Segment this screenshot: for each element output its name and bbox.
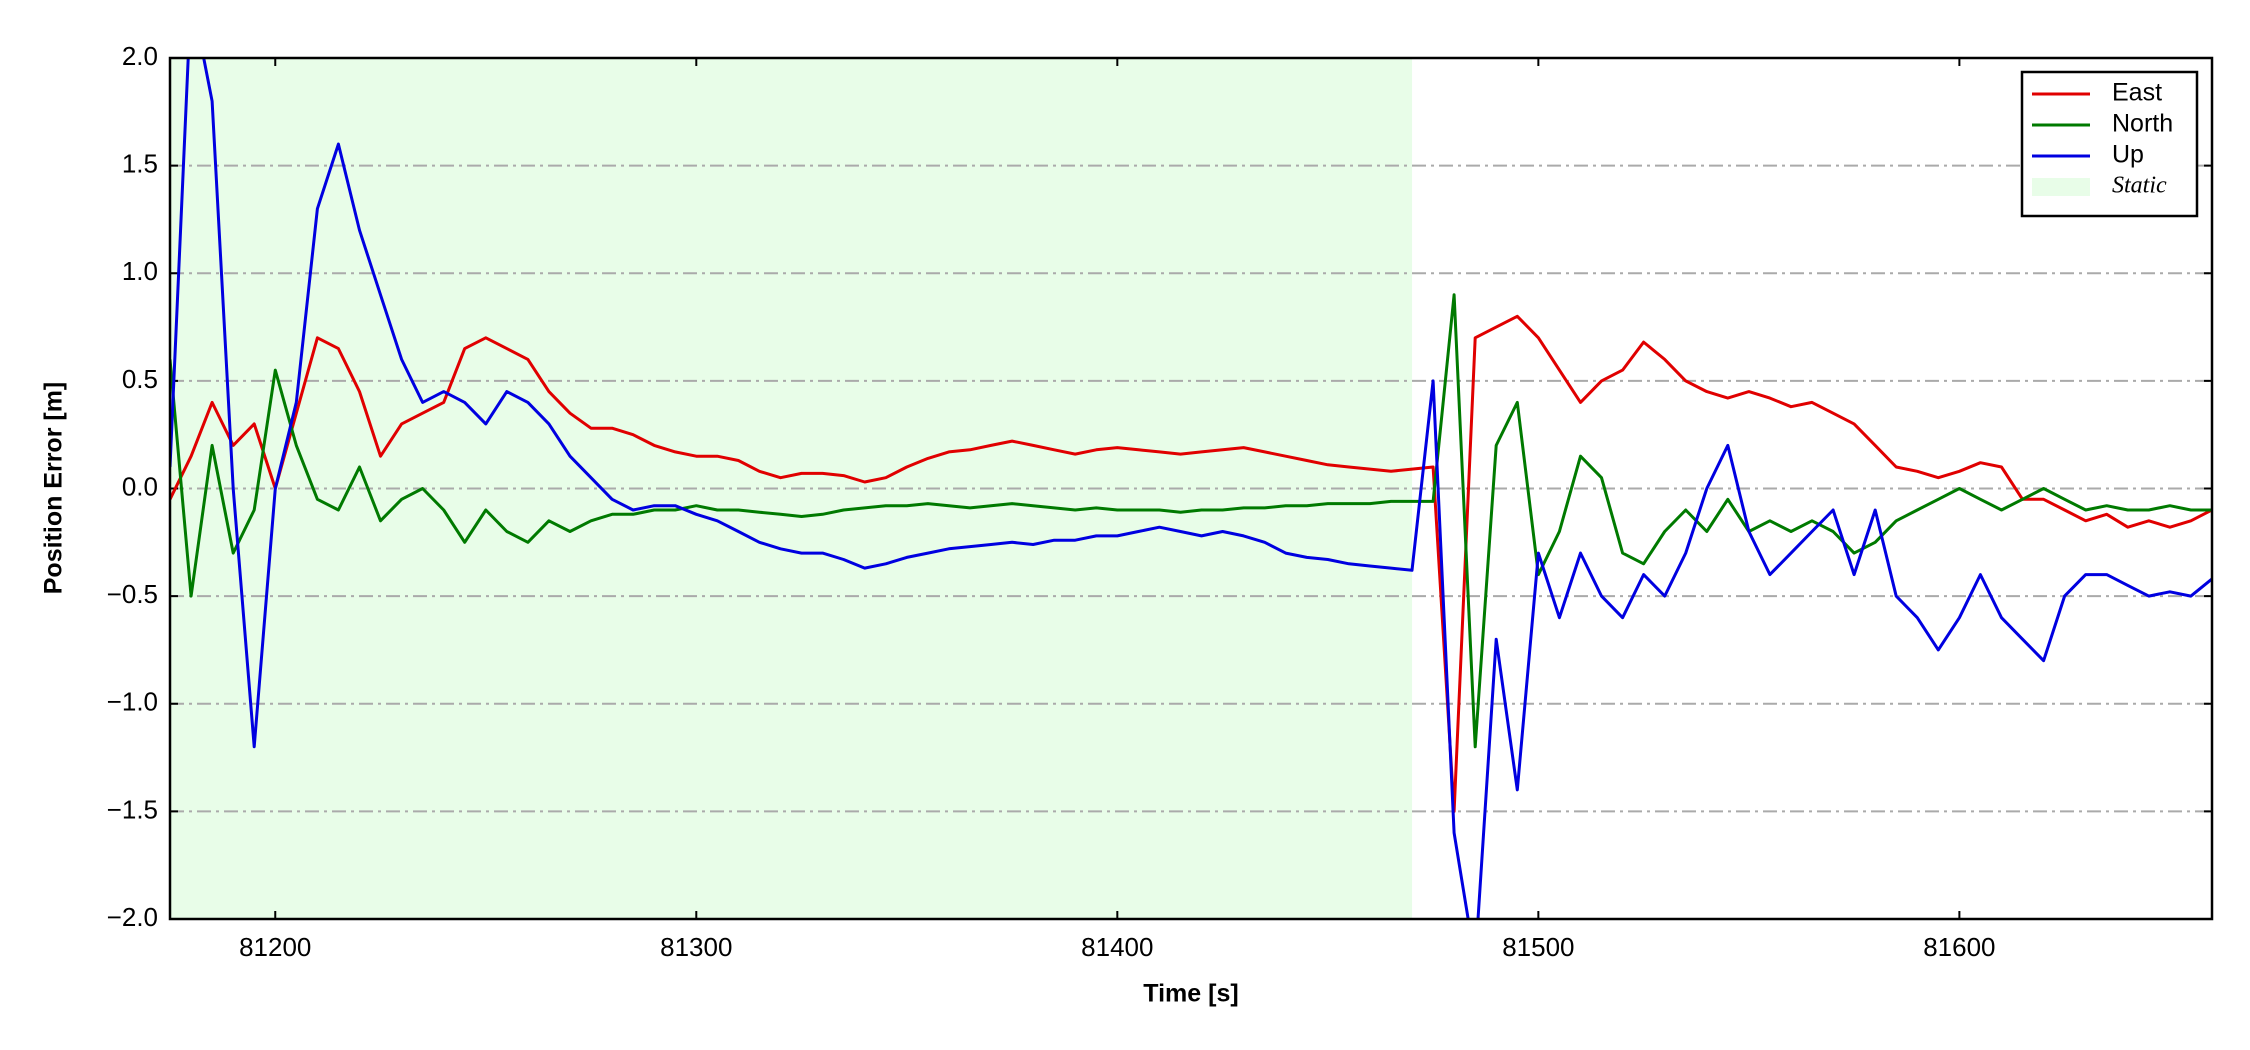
series-line (170, 314, 2212, 813)
y-axis-label: Position Error [m] (40, 382, 68, 595)
legend-label: Static (2112, 173, 2167, 199)
plot-lines (170, 58, 2212, 919)
y-tick-label: −2.0 (107, 902, 158, 932)
y-tick-label: −1.0 (107, 687, 158, 717)
y-tick-label: 0.5 (122, 364, 158, 394)
legend-swatch (2032, 178, 2090, 196)
plot-frame (168, 56, 2214, 921)
series-line (170, 293, 2212, 749)
legend-label: North (2112, 110, 2173, 138)
y-tick-label: −0.5 (107, 579, 158, 609)
legend-label: East (2112, 79, 2162, 107)
x-axis-label: Time [s] (1143, 980, 1238, 1008)
y-tick-label: 2.0 (122, 41, 158, 71)
y-tick-label: 1.5 (122, 149, 158, 179)
series-line (170, 58, 2212, 919)
y-tick-label: 0.0 (122, 471, 158, 501)
legend-label: Up (2112, 141, 2144, 169)
x-tick-label: 81300 (660, 932, 732, 962)
x-tick-label: 81600 (1923, 932, 1995, 962)
y-tick-label: −1.5 (107, 794, 158, 824)
x-tick-label: 81200 (239, 932, 311, 962)
x-tick-label: 81400 (1081, 932, 1153, 962)
y-tick-label: 1.0 (122, 256, 158, 286)
x-tick-label: 81500 (1502, 932, 1574, 962)
